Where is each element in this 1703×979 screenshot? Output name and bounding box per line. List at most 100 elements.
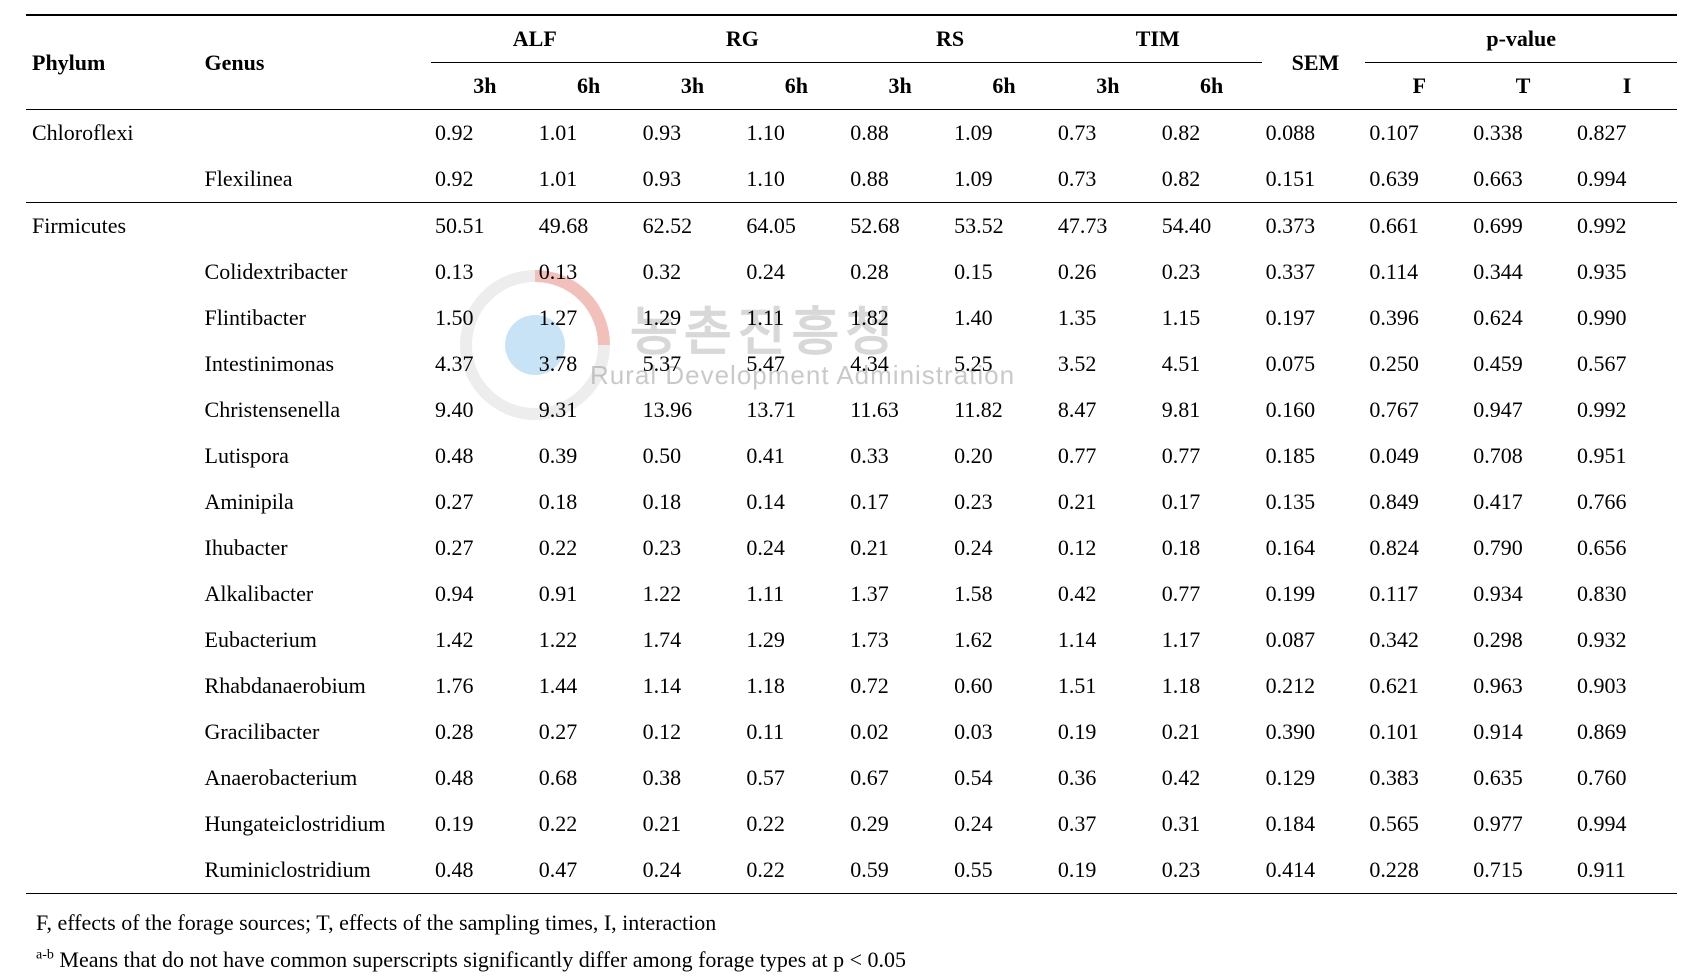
cell-value: 0.342	[1365, 617, 1469, 663]
header-rg-6h: 6h	[742, 63, 846, 110]
footer-line-2-text: Means that do not have common superscrip…	[54, 947, 906, 972]
cell-value: 0.049	[1365, 433, 1469, 479]
header-group-rg: RG	[639, 15, 847, 63]
cell-value: 0.212	[1262, 663, 1366, 709]
cell-value: 1.73	[846, 617, 950, 663]
cell-genus: Anaerobacterium	[203, 755, 431, 801]
cell-value: 1.10	[742, 156, 846, 203]
cell-value: 0.68	[535, 755, 639, 801]
cell-phylum	[26, 525, 203, 571]
cell-value: 5.25	[950, 341, 1054, 387]
cell-value: 0.48	[431, 433, 535, 479]
cell-value: 0.59	[846, 847, 950, 894]
cell-genus: Ihubacter	[203, 525, 431, 571]
cell-value: 0.656	[1573, 525, 1677, 571]
cell-value: 0.661	[1365, 203, 1469, 250]
cell-value: 0.383	[1365, 755, 1469, 801]
cell-value: 4.37	[431, 341, 535, 387]
cell-value: 0.635	[1469, 755, 1573, 801]
cell-value: 0.903	[1573, 663, 1677, 709]
cell-value: 0.135	[1262, 479, 1366, 525]
cell-value: 0.73	[1054, 110, 1158, 157]
table-row: Colidextribacter0.130.130.320.240.280.15…	[26, 249, 1677, 295]
cell-value: 0.94	[431, 571, 535, 617]
table-row: Flexilinea0.921.010.931.100.881.090.730.…	[26, 156, 1677, 203]
cell-value: 1.18	[1158, 663, 1262, 709]
cell-phylum	[26, 847, 203, 894]
cell-genus: Intestinimonas	[203, 341, 431, 387]
cell-value: 5.47	[742, 341, 846, 387]
cell-value: 0.21	[846, 525, 950, 571]
cell-value: 4.51	[1158, 341, 1262, 387]
cell-value: 1.14	[1054, 617, 1158, 663]
cell-phylum: Chloroflexi	[26, 110, 203, 157]
cell-value: 0.101	[1365, 709, 1469, 755]
cell-value: 0.03	[950, 709, 1054, 755]
cell-value: 0.28	[846, 249, 950, 295]
cell-value: 8.47	[1054, 387, 1158, 433]
cell-value: 0.951	[1573, 433, 1677, 479]
cell-value: 0.20	[950, 433, 1054, 479]
cell-value: 11.63	[846, 387, 950, 433]
cell-value: 3.52	[1054, 341, 1158, 387]
cell-value: 1.29	[742, 617, 846, 663]
table-body: Chloroflexi0.921.010.931.100.881.090.730…	[26, 110, 1677, 894]
cell-value: 0.373	[1262, 203, 1366, 250]
cell-value: 0.23	[1158, 249, 1262, 295]
header-tim-3h: 3h	[1054, 63, 1158, 110]
table-row: Hungateiclostridium0.190.220.210.220.290…	[26, 801, 1677, 847]
cell-value: 1.09	[950, 156, 1054, 203]
cell-value: 0.914	[1469, 709, 1573, 755]
cell-value: 0.184	[1262, 801, 1366, 847]
cell-value: 0.22	[535, 525, 639, 571]
cell-value: 1.37	[846, 571, 950, 617]
cell-value: 1.14	[639, 663, 743, 709]
cell-value: 0.54	[950, 755, 1054, 801]
cell-value: 49.68	[535, 203, 639, 250]
cell-value: 1.44	[535, 663, 639, 709]
cell-value: 0.228	[1365, 847, 1469, 894]
footer-line-1: F, effects of the forage sources; T, eff…	[36, 904, 1677, 941]
cell-value: 1.09	[950, 110, 1054, 157]
cell-value: 1.10	[742, 110, 846, 157]
cell-value: 0.396	[1365, 295, 1469, 341]
cell-value: 0.73	[1054, 156, 1158, 203]
cell-genus: Colidextribacter	[203, 249, 431, 295]
cell-value: 0.93	[639, 110, 743, 157]
cell-value: 0.621	[1365, 663, 1469, 709]
header-rs-6h: 6h	[950, 63, 1054, 110]
cell-value: 0.18	[535, 479, 639, 525]
cell-value: 0.849	[1365, 479, 1469, 525]
cell-value: 0.72	[846, 663, 950, 709]
cell-value: 1.17	[1158, 617, 1262, 663]
cell-value: 0.92	[431, 156, 535, 203]
cell-value: 0.13	[431, 249, 535, 295]
cell-value: 0.11	[742, 709, 846, 755]
cell-value: 0.18	[1158, 525, 1262, 571]
cell-value: 1.50	[431, 295, 535, 341]
table-row: Lutispora0.480.390.500.410.330.200.770.7…	[26, 433, 1677, 479]
cell-value: 0.41	[742, 433, 846, 479]
cell-value: 0.199	[1262, 571, 1366, 617]
cell-genus: Lutispora	[203, 433, 431, 479]
cell-value: 3.78	[535, 341, 639, 387]
cell-value: 0.27	[431, 525, 535, 571]
cell-value: 0.977	[1469, 801, 1573, 847]
cell-value: 0.24	[639, 847, 743, 894]
cell-value: 0.93	[639, 156, 743, 203]
header-group-alf: ALF	[431, 15, 639, 63]
cell-value: 0.197	[1262, 295, 1366, 341]
table-row: Ruminiclostridium0.480.470.240.220.590.5…	[26, 847, 1677, 894]
cell-value: 0.31	[1158, 801, 1262, 847]
cell-value: 0.91	[535, 571, 639, 617]
cell-value: 0.57	[742, 755, 846, 801]
cell-value: 0.23	[1158, 847, 1262, 894]
cell-value: 1.22	[639, 571, 743, 617]
cell-value: 0.390	[1262, 709, 1366, 755]
cell-value: 0.459	[1469, 341, 1573, 387]
table-header: Phylum Genus ALF RG RS TIM SEM p-value 3…	[26, 15, 1677, 110]
table-row: Chloroflexi0.921.010.931.100.881.090.730…	[26, 110, 1677, 157]
cell-phylum	[26, 571, 203, 617]
cell-value: 0.337	[1262, 249, 1366, 295]
cell-value: 0.32	[639, 249, 743, 295]
